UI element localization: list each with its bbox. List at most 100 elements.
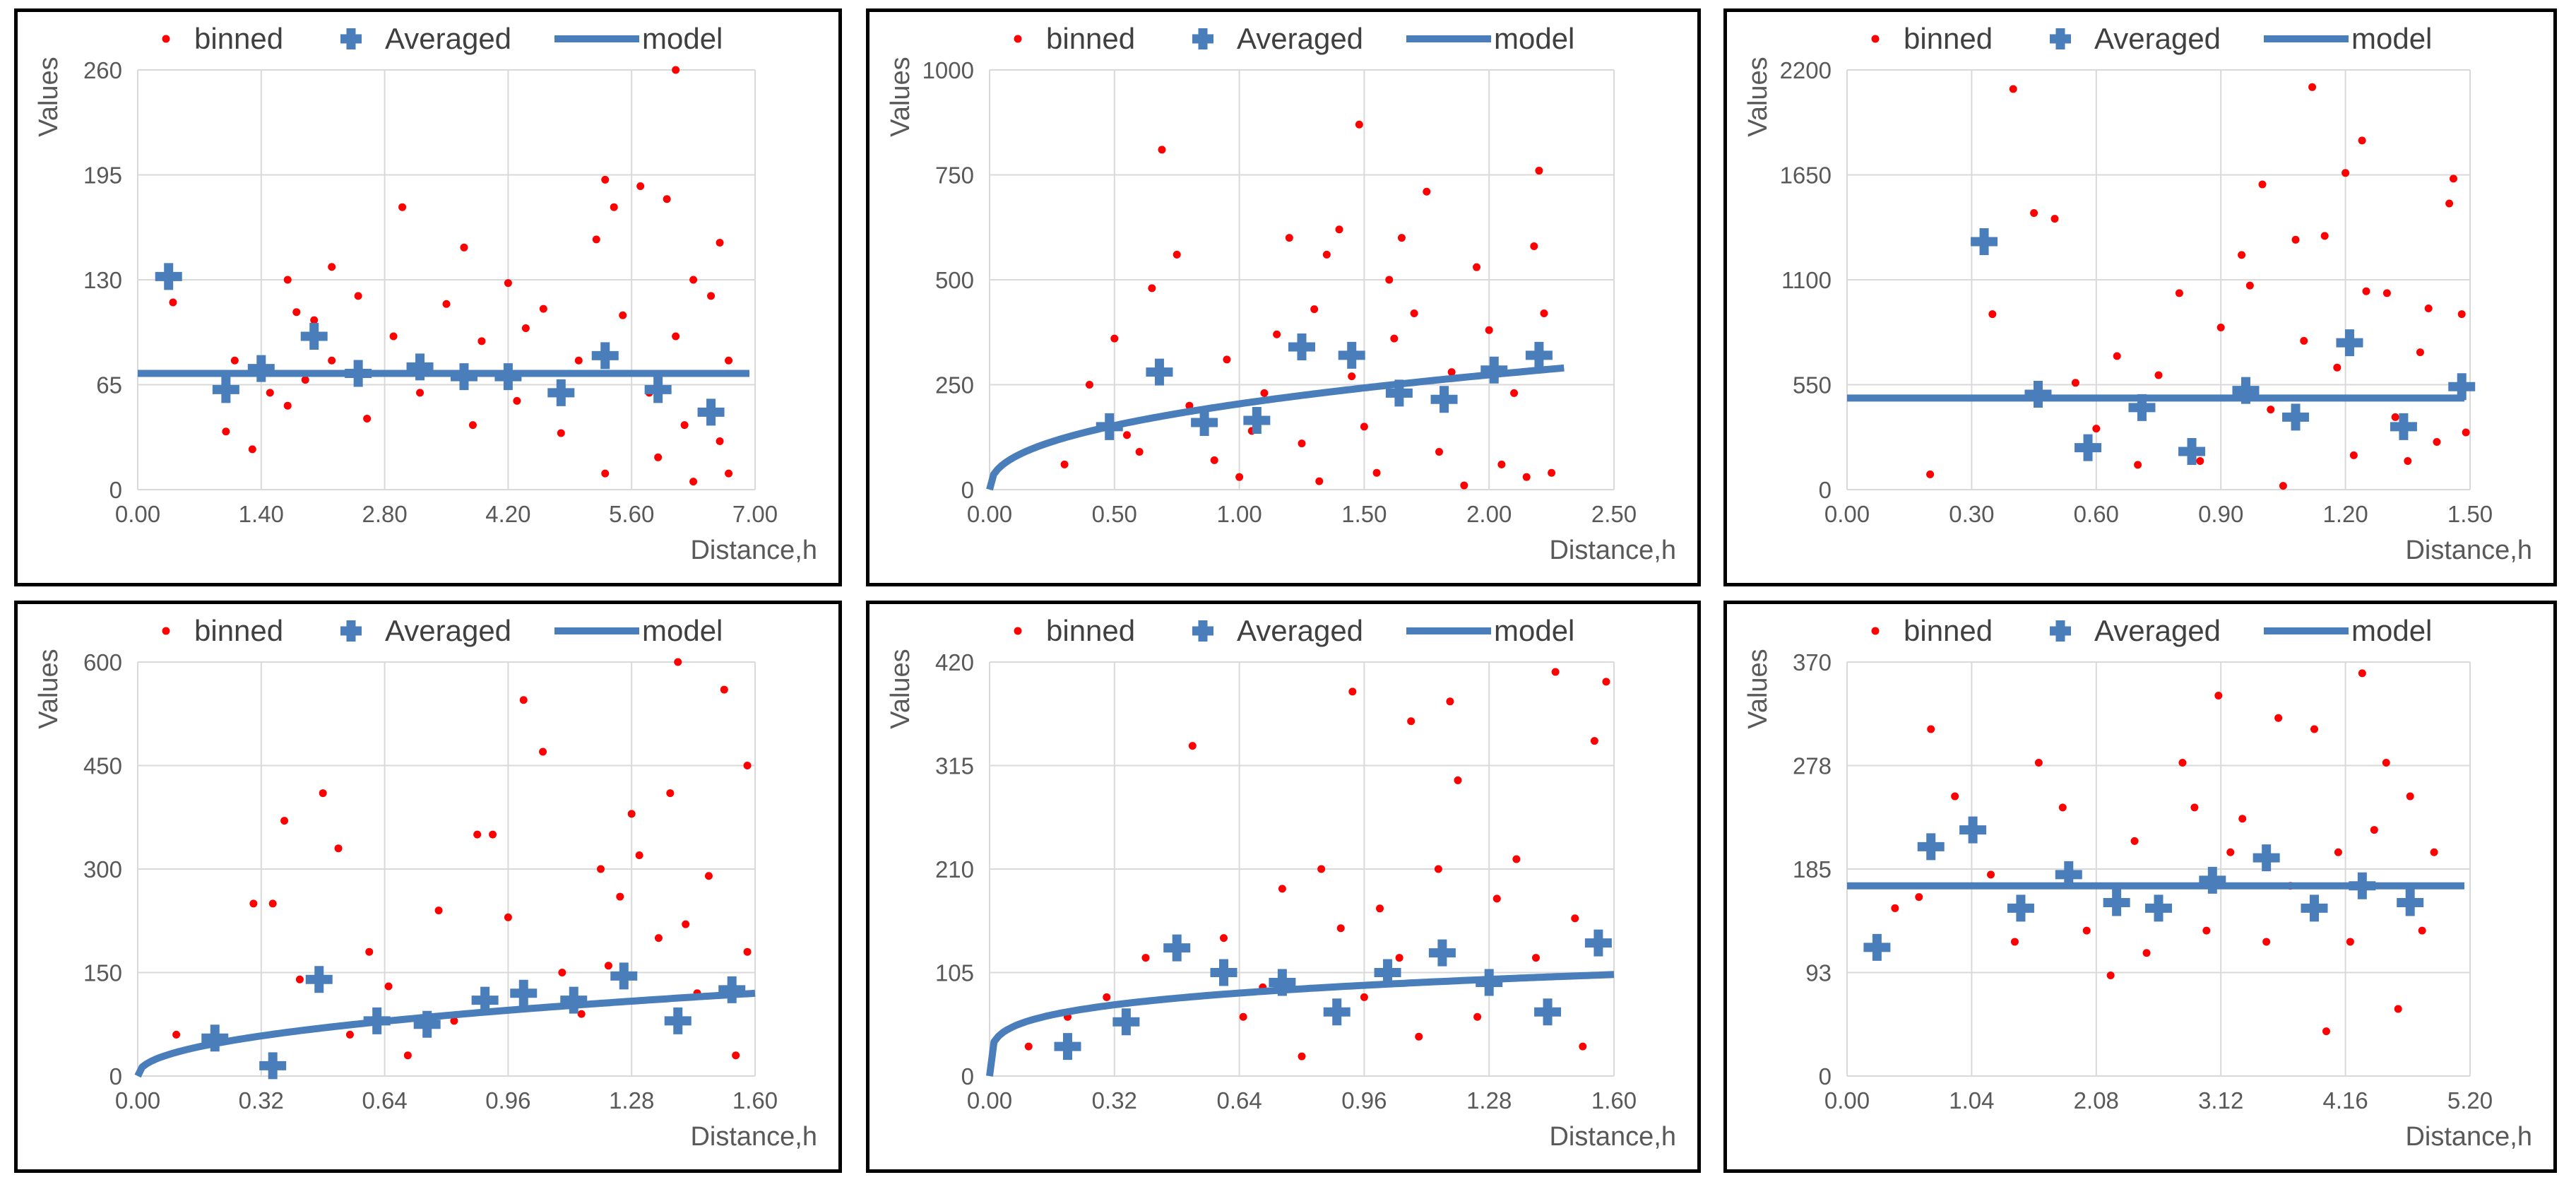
binned-point [328,356,336,365]
binned-point [1239,1012,1247,1021]
x-tick-label: 2.80 [362,501,407,527]
binned-point [2394,1005,2402,1013]
averaged-point [718,976,746,1003]
binned-point [519,696,528,704]
binned-point [283,401,292,410]
chart-svg: 0.00 0.32 0.64 0.96 1.28 1.60 0 105 210 315 420 Dis… [886,614,1676,1152]
binned-point [1348,687,1357,696]
binned-point [635,851,643,859]
averaged-point [1146,358,1173,386]
binned-point [2226,848,2235,856]
averaged-point [1112,1008,1140,1036]
binned-point [2238,251,2246,259]
legend-binned-label: binned [1046,22,1135,55]
binned-point [230,356,239,365]
binned-point [301,376,309,384]
legend-binned-marker [1014,35,1022,43]
binned-point [460,243,468,252]
x-tick-label: 1.60 [1591,1087,1637,1114]
x-tick-label: 1.28 [609,1087,654,1114]
averaged-point [1269,969,1296,996]
binned-point [2449,175,2457,183]
averaged-point [2232,377,2260,404]
binned-point [1446,697,1454,706]
x-tick-label: 1.20 [2322,501,2368,527]
legend-binned-marker [1871,35,1880,43]
averaged-point [2024,381,2052,408]
y-axis-label: Values [34,57,64,136]
binned-point [1497,460,1506,468]
binned-point [672,66,680,74]
binned-point [1473,263,1481,271]
averaged-point [2075,434,2102,461]
x-tick-label: 1.00 [1216,501,1262,527]
legend-averaged-marker [2050,28,2071,49]
chart-svg: 0.00 0.50 1.00 1.50 2.00 2.50 0 250 500 750 1000 Di… [886,22,1676,565]
binned-point [504,279,512,288]
legend-binned-label: binned [1904,22,1993,55]
x-tick-label: 4.16 [2322,1087,2368,1114]
x-tick-label: 1.04 [1949,1087,1994,1114]
y-tick-label: 0 [1819,477,1832,503]
legend-averaged-marker [340,620,362,642]
binned-point [574,356,583,365]
legend-averaged-marker [1192,620,1213,642]
x-tick-label: 1.40 [239,501,284,527]
binned-point [1522,473,1531,481]
binned-point [434,906,443,915]
binned-point [680,421,689,430]
binned-point [354,292,362,300]
averaged-point [2390,413,2417,440]
averaged-point [2128,394,2156,421]
binned-point [674,658,682,666]
legend-binned-marker [162,627,170,635]
binned-point [1891,904,1899,912]
y-tick-label: 500 [935,267,974,293]
binned-point [283,276,292,284]
averaged-point [406,353,434,381]
averaged-point [1480,356,1508,384]
binned-point [398,203,407,211]
legend-averaged-label: Averaged [1237,22,1363,55]
binned-point [2134,461,2142,469]
x-tick-label: 0.00 [1824,1087,1870,1114]
binned-point [2178,759,2187,767]
binned-point [1235,473,1244,481]
binned-point [2202,926,2211,935]
binned-point [1310,305,1319,314]
binned-point [1122,431,1131,439]
legend-binned-label: binned [194,22,283,55]
binned-point [2333,363,2341,372]
y-tick-label: 370 [1793,649,1832,675]
x-tick-label: 0.00 [967,501,1012,527]
y-tick-label: 65 [96,372,122,398]
binned-point [2262,938,2271,946]
averaged-point [1430,386,1458,413]
binned-point [1532,954,1540,962]
binned-point [1376,904,1384,913]
averaged-point [591,342,619,370]
averaged-point [1338,341,1365,369]
binned-point [2214,692,2223,700]
legend-model-label: model [2351,22,2432,55]
binned-point [616,892,624,901]
x-tick-label: 0.50 [1092,501,1137,527]
binned-point [2175,289,2183,297]
model-curve [986,364,1565,491]
x-axis-label: Distance,h [1549,536,1676,565]
averaged-point [450,363,477,391]
legend-model-label: model [1494,614,1574,647]
binned-point [1273,330,1281,338]
y-tick-label: 150 [83,960,122,986]
binned-point [2238,815,2247,823]
averaged-point [1584,929,1612,957]
averaged-point [1428,939,1456,967]
binned-point [2404,457,2412,465]
binned-point [1579,1042,1587,1051]
binned-point [450,1017,458,1025]
averaged-point [2349,872,2376,899]
chart-panel-2: 0.00 0.50 1.00 1.50 2.00 2.50 0 250 500 750 1000 Di… [866,8,1701,586]
averaged-point [1243,406,1271,434]
averaged-point [212,376,239,403]
binned-point [663,195,671,203]
